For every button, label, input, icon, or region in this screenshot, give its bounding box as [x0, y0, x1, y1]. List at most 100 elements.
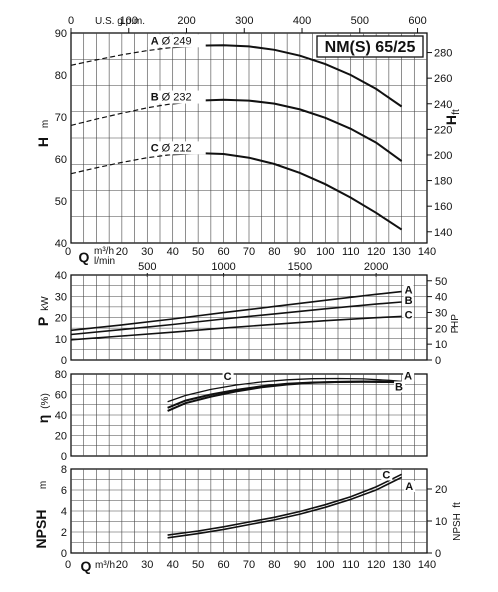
bottom-xtick-zero: 0 [65, 559, 71, 571]
head-y2tick-label: 180 [434, 176, 452, 188]
head-xtick-label: 100 [316, 246, 334, 258]
head-xunit-secondary: l/min [94, 256, 115, 267]
labels: 405060708090Hm140160180200220240260280ft… [33, 15, 463, 574]
npsh-y2tick-label: 10 [435, 516, 447, 528]
curves [70, 34, 416, 539]
head-xtick-label: 80 [268, 246, 280, 258]
power-curve-C [70, 315, 402, 341]
head-xunit: m³/h [94, 246, 114, 257]
head-ytick-label: 40 [55, 238, 67, 250]
head-xtick-label: 120 [367, 246, 385, 258]
head-xtick-zero: 0 [65, 246, 71, 258]
power-y2tick-label: 0 [435, 355, 441, 367]
efficiency-curve-C [167, 377, 402, 403]
npsh-label-bg [381, 469, 393, 481]
head-y2unit: ft [451, 109, 462, 115]
head-xtick-label: 50 [192, 246, 204, 258]
head-label-bg [147, 90, 206, 104]
head-xtick-label: 60 [217, 246, 229, 258]
efficiency-label-bg [394, 381, 406, 393]
gpm-tick-label: 300 [235, 15, 253, 27]
bottom-xtick-label: 20 [116, 559, 128, 571]
efficiency-ytick-label: 60 [55, 390, 67, 402]
power-ytick-label: 30 [55, 291, 67, 303]
bottom-xtick-label: 80 [268, 559, 280, 571]
npsh-ylabel: NPSH [33, 510, 49, 549]
curve-diameter: Ø 212 [162, 142, 192, 154]
power-y2tick-label: 40 [435, 292, 447, 304]
npsh-yunit: m [38, 481, 49, 489]
npsh-curve-A [167, 476, 402, 539]
gpm-tick-label: 400 [293, 15, 311, 27]
grid [70, 28, 432, 554]
bottom-xtick-label: 50 [192, 559, 204, 571]
npsh-curve-label-A: A [405, 481, 413, 493]
efficiency-ytick-label: 20 [55, 431, 67, 443]
head-xtick-label: 140 [418, 246, 436, 258]
power-ytick-label: 0 [61, 355, 67, 367]
npsh-y2unit: ft [452, 502, 463, 508]
lmin-tick-label: 1000 [211, 261, 235, 273]
bottom-xtick-label: 60 [217, 559, 229, 571]
head-curve-A [172, 44, 403, 108]
efficiency-curve-label-A: A [404, 371, 412, 383]
efficiency-curve-B [167, 380, 402, 412]
npsh-ytick-label: 8 [61, 464, 67, 476]
lmin-tick-label: 1500 [288, 261, 312, 273]
title-box: NM(S) 65/25 [316, 35, 424, 58]
power-label-bg [403, 284, 414, 296]
lmin-tick-label: 500 [138, 261, 156, 273]
gpm-tick-label: 200 [177, 15, 195, 27]
power-ytick-label: 40 [55, 270, 67, 282]
npsh-curve-C [167, 473, 402, 536]
bottom-xtick-label: 140 [418, 559, 436, 571]
head-xlabel: Q [79, 249, 90, 265]
gpm-unit: U.S. g.p.m. [95, 16, 145, 27]
npsh-curve-label-C: C [382, 469, 390, 481]
power-y2unit: HP [450, 314, 461, 328]
head-curve-B [172, 98, 403, 162]
curve-letter: A [151, 35, 159, 47]
bottom-xtick-label: 30 [141, 559, 153, 571]
npsh-y2tick-label: 20 [435, 484, 447, 496]
head-ytick-label: 70 [55, 112, 67, 124]
bottom-xtick-label: 120 [367, 559, 385, 571]
head-label-bg [147, 34, 206, 48]
title-frame [316, 35, 424, 58]
head-curve-C-dashed [70, 153, 173, 175]
power-curve-label-C: C [405, 309, 413, 321]
head-yunit: m [40, 120, 51, 128]
head-y2tick-label: 140 [434, 227, 452, 239]
power-ylabel: P [35, 317, 51, 326]
curve-diameter: Ø 249 [162, 35, 192, 47]
head-xtick-label: 90 [294, 246, 306, 258]
efficiency-ytick-label: 80 [55, 369, 67, 381]
gpm-tick-label: 600 [408, 15, 426, 27]
npsh-ytick-label: 0 [61, 548, 67, 560]
head-ytick-label: 80 [55, 70, 67, 82]
npsh-y2tick-label: 0 [435, 548, 441, 560]
head-y2tick-label: 220 [434, 124, 452, 136]
power-ytick-label: 10 [55, 334, 67, 346]
gpm-tick-label: 500 [351, 15, 369, 27]
head-ytick-label: 90 [55, 28, 67, 40]
head-label-bg [147, 141, 206, 155]
head-ytick-label: 50 [55, 196, 67, 208]
npsh-label-bg [404, 481, 416, 492]
efficiency-ytick-label: 0 [61, 451, 67, 463]
npsh-ytick-label: 4 [61, 506, 67, 518]
head-xtick-label: 30 [141, 246, 153, 258]
npsh-y2label: NPSH [452, 513, 463, 541]
power-yunit: kW [40, 296, 51, 311]
curve-letter: B [151, 92, 159, 104]
head-y2label: H [443, 115, 459, 125]
power-y2tick-label: 20 [435, 323, 447, 335]
bottom-xunit: m³/h [95, 560, 115, 571]
head-xtick-label: 110 [342, 246, 360, 258]
head-y2tick-label: 280 [434, 48, 452, 60]
bottom-xtick-label: 40 [167, 559, 179, 571]
power-y2label: P [450, 326, 461, 333]
